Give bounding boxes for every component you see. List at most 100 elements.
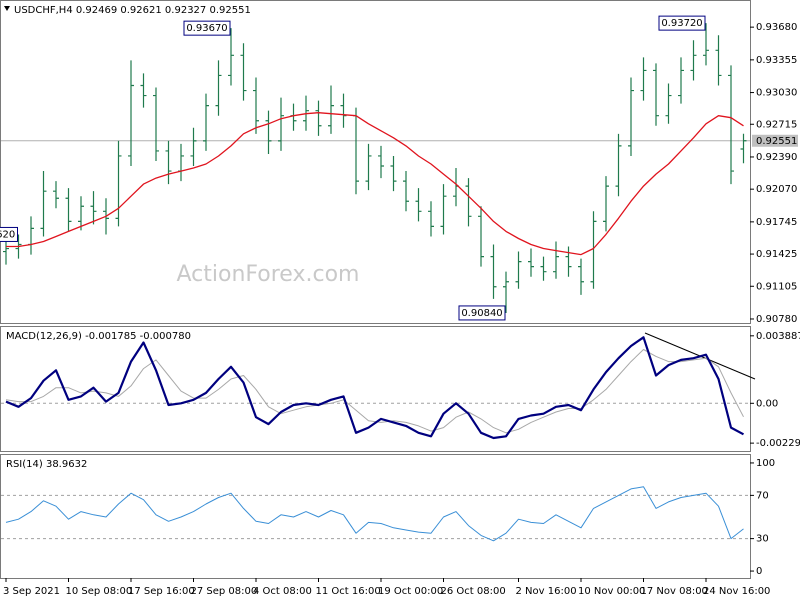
y-tick-label: 30	[756, 534, 769, 545]
signal-line	[5, 349, 744, 434]
ohlc-bar	[378, 145, 384, 179]
y-tick-label: 0.93030	[756, 88, 797, 99]
x-tick-label: 19 Oct 00:00	[378, 586, 443, 597]
ohlc-bar	[703, 23, 709, 66]
ohlc-bar	[128, 60, 134, 167]
watermark: ActionForex.com	[177, 262, 360, 287]
ohlc-bar	[440, 184, 447, 235]
ohlc-bar	[653, 63, 659, 126]
ohlc-bar	[403, 171, 409, 212]
y-tick-label: 0.92390	[756, 152, 797, 163]
annotation-label: 0.91620	[0, 229, 15, 240]
x-tick-label: 27 Sep 08:00	[191, 586, 258, 597]
y-tick-label: 70	[756, 490, 769, 501]
current-price-label: 0.92551	[756, 136, 797, 147]
ohlc-bar	[503, 271, 509, 313]
ohlc-bar	[78, 196, 84, 231]
ohlc-bar	[640, 57, 647, 101]
x-tick-label: 26 Oct 08:00	[441, 586, 506, 597]
ohlc-bar	[565, 246, 572, 277]
y-tick-label: 0.93680	[756, 22, 797, 33]
ohlc-bar	[603, 176, 609, 232]
ohlc-bar	[215, 60, 222, 116]
ohlc-bar	[315, 100, 322, 136]
rsi-panel-frame	[0, 454, 751, 579]
y-tick-label: -0.002294	[756, 438, 800, 449]
ohlc-bar	[40, 171, 47, 237]
ohlc-bar	[578, 258, 584, 295]
ohlc-bar	[540, 256, 547, 281]
symbol-icon	[4, 6, 10, 11]
annotation-box	[0, 226, 18, 242]
y-tick-label: 0.92715	[756, 119, 797, 130]
current-price-box	[752, 134, 798, 147]
ohlc-bar	[153, 87, 159, 161]
ohlc-bar	[428, 201, 434, 237]
ohlc-bar	[415, 188, 422, 222]
rsi-line	[5, 486, 744, 542]
ohlc-bar	[240, 43, 247, 101]
annotation-box	[658, 15, 706, 31]
x-tick-label: 4 Oct 08:00	[253, 586, 312, 597]
rsi-title: RSI(14) 38.9632	[6, 459, 87, 470]
x-tick-label: 2 Nov 16:00	[516, 586, 577, 597]
annotation-label: 0.93670	[186, 23, 227, 34]
ohlc-bar	[690, 40, 697, 81]
ohlc-bar	[628, 77, 634, 156]
macd-title: MACD(12,26,9) -0.001785 -0.000780	[6, 331, 191, 342]
price-title: USDCHF,H4 0.92469 0.92621 0.92327 0.9255…	[14, 5, 251, 16]
x-tick-label: 17 Nov 08:00	[641, 586, 708, 597]
ohlc-bar	[278, 97, 284, 151]
x-tick-label: 11 Oct 16:00	[316, 586, 381, 597]
y-tick-label: 0.00	[756, 398, 778, 409]
y-tick-label: 0.91745	[756, 217, 797, 228]
ohlc-bar	[190, 127, 197, 167]
x-tick-label: 10 Nov 00:00	[578, 586, 645, 597]
y-tick-label: 0.92070	[756, 184, 797, 195]
y-tick-label: 0.003887	[756, 331, 800, 342]
ohlc-bar	[228, 28, 234, 86]
ohlc-bar	[590, 211, 597, 289]
ohlc-bar	[553, 241, 559, 279]
x-tick-label: 17 Sep 16:00	[128, 586, 195, 597]
ohlc-bar	[478, 206, 484, 267]
x-tick-label: 24 Nov 16:00	[703, 586, 770, 597]
x-tick-label: 3 Sep 2021	[3, 586, 60, 597]
annotation-label: 0.93720	[661, 18, 702, 29]
ohlc-bar	[490, 244, 497, 299]
x-tick-label: 10 Sep 08:00	[66, 586, 133, 597]
ohlc-bar	[365, 143, 372, 191]
price-panel-frame	[0, 0, 751, 324]
ohlc-bar	[115, 140, 122, 227]
ohlc-bar	[140, 73, 147, 108]
y-tick-label: 0.91105	[756, 281, 797, 292]
annotation-box	[183, 20, 231, 36]
y-tick-label: 0.93355	[756, 55, 797, 66]
annotation-label: 0.90840	[461, 308, 502, 319]
ohlc-bar	[265, 110, 272, 154]
y-tick-label: 100	[756, 458, 775, 469]
y-tick-label: 0	[756, 566, 762, 577]
ohlc-bar	[740, 133, 747, 164]
ohlc-bar	[203, 93, 209, 151]
ohlc-bar	[615, 133, 622, 197]
ohlc-bar	[528, 248, 534, 277]
annotation-box	[458, 305, 506, 321]
ohlc-bar	[728, 65, 734, 185]
ohlc-bar	[328, 85, 334, 134]
ohlc-bar	[715, 35, 722, 86]
ohlc-bar	[665, 83, 672, 124]
moving-average	[6, 112, 744, 256]
ohlc-bar	[678, 57, 684, 104]
macd-panel-frame	[0, 326, 751, 452]
ohlc-bar	[465, 178, 472, 227]
ohlc-bar	[515, 251, 522, 289]
ohlc-bar	[53, 181, 59, 209]
ohlc-bar	[253, 77, 259, 134]
ohlc-bar	[65, 188, 72, 232]
y-tick-label: 0.90780	[756, 314, 797, 325]
ohlc-bar	[90, 191, 97, 225]
